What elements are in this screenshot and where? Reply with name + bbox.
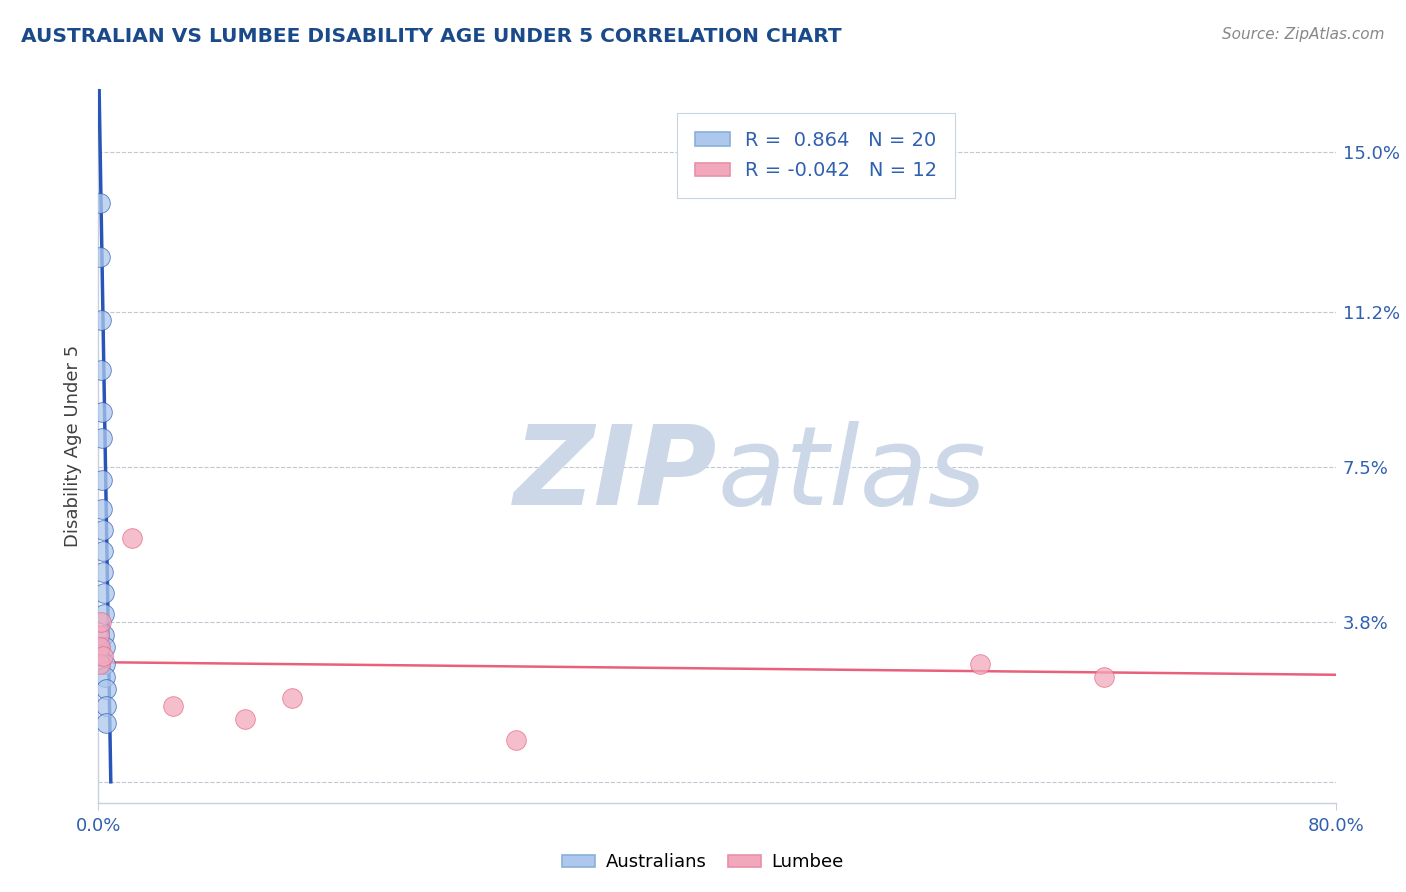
Point xyxy=(235,712,257,726)
Point xyxy=(96,716,118,731)
Point xyxy=(121,532,143,546)
Point xyxy=(90,615,112,630)
Point xyxy=(93,586,115,600)
Point xyxy=(93,607,115,621)
Point xyxy=(91,473,114,487)
Point xyxy=(94,657,117,672)
Point xyxy=(94,699,117,714)
Point xyxy=(162,699,184,714)
Point xyxy=(89,628,111,642)
Text: ZIP: ZIP xyxy=(513,421,717,528)
Point xyxy=(90,405,112,419)
Point xyxy=(89,250,111,264)
Point xyxy=(89,640,111,655)
Point xyxy=(93,640,115,655)
Point xyxy=(1092,670,1115,684)
Point xyxy=(93,628,115,642)
Point xyxy=(90,313,112,327)
Legend: Australians, Lumbee: Australians, Lumbee xyxy=(555,847,851,879)
Point xyxy=(91,648,114,663)
Point xyxy=(90,363,112,377)
Point xyxy=(94,670,117,684)
Point xyxy=(93,565,115,579)
Point xyxy=(505,732,527,747)
Point xyxy=(91,544,114,558)
Text: AUSTRALIAN VS LUMBEE DISABILITY AGE UNDER 5 CORRELATION CHART: AUSTRALIAN VS LUMBEE DISABILITY AGE UNDE… xyxy=(21,27,842,45)
Point xyxy=(89,195,111,210)
Point xyxy=(94,682,117,697)
Y-axis label: Disability Age Under 5: Disability Age Under 5 xyxy=(65,345,83,547)
Point xyxy=(89,657,111,672)
Point xyxy=(91,523,114,537)
Text: Source: ZipAtlas.com: Source: ZipAtlas.com xyxy=(1222,27,1385,42)
Point xyxy=(969,657,991,672)
Point xyxy=(281,690,304,705)
Text: atlas: atlas xyxy=(717,421,986,528)
Legend: R =  0.864   N = 20, R = -0.042   N = 12: R = 0.864 N = 20, R = -0.042 N = 12 xyxy=(678,113,955,198)
Point xyxy=(91,502,114,516)
Point xyxy=(90,431,112,445)
